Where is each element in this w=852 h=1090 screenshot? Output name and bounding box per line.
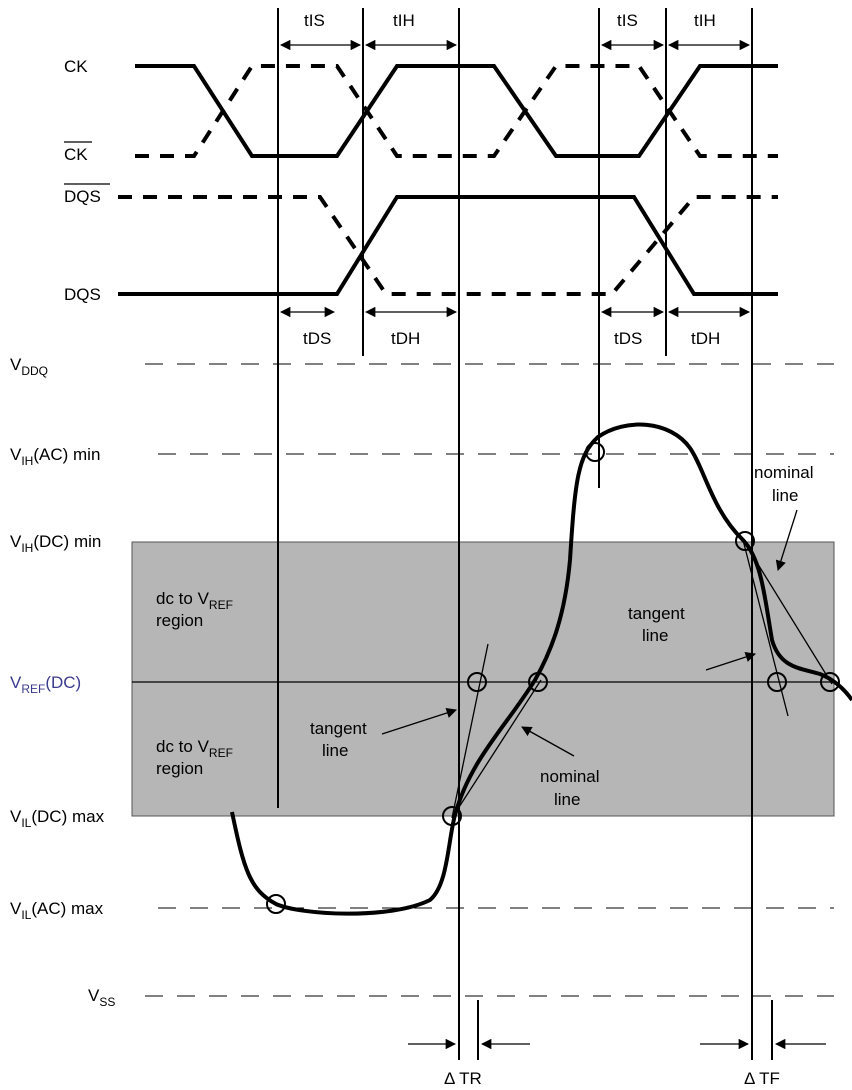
region-upper-label-line2: region: [156, 611, 203, 630]
tangent-label-right-2: line: [642, 626, 668, 645]
tangent-pointer-right: [705, 651, 756, 671]
delta-tr-label: Δ TR: [444, 1069, 482, 1088]
nominal-label-left-1: nominal: [540, 767, 600, 786]
tangent-line-left: [451, 643, 489, 819]
delta-tf-label: Δ TF: [744, 1069, 780, 1088]
nominal-pointer-left: [521, 726, 575, 757]
tds-label-2: tDS: [614, 329, 642, 348]
region-upper-label-line1: dc to VREF: [156, 589, 233, 612]
tis-label-2: tIS: [617, 11, 638, 30]
marker-vref-nominal-left: [528, 672, 548, 692]
vil-dc-label: VIL(DC) max: [10, 807, 105, 830]
nominal-label-right-2: line: [772, 486, 798, 505]
dqs-label: DQS: [64, 285, 101, 304]
tis-label-1: tIS: [304, 11, 325, 30]
nominal-pointer-right: [775, 509, 798, 571]
nominal-label-right-1: nominal: [754, 463, 814, 482]
tangent-label-left-1: tangent: [310, 719, 367, 738]
dqs-waveform: [118, 195, 778, 296]
marker-vref-tangent-right: [767, 672, 787, 692]
marker-vref-nominal-right: [820, 672, 840, 692]
tds-label-1: tDS: [303, 329, 331, 348]
tangent-line-right: [742, 539, 789, 717]
tangent-pointer-left: [381, 707, 457, 735]
tdh-label-2: tDH: [691, 329, 720, 348]
dc-region-upper: [131, 541, 835, 683]
marker-vih-dc: [735, 531, 755, 551]
marker-vil-dc: [442, 806, 462, 826]
marker-vih-ac: [585, 442, 605, 462]
ck-label: CK: [64, 57, 88, 76]
dqs-bar-label: DQS: [64, 187, 101, 206]
nominal-label-left-2: line: [554, 790, 580, 809]
nominal-line-right: [742, 539, 833, 685]
region-lower-label-line1: dc to VREF: [156, 737, 233, 760]
region-lower-label-line2: region: [156, 759, 203, 778]
tangent-label-right-1: tangent: [628, 604, 685, 623]
tangent-label-left-2: line: [322, 741, 348, 760]
ck-waveform: [135, 64, 778, 158]
vss-label: VSS: [88, 986, 115, 1009]
vref-dc-label: VREF(DC): [10, 673, 81, 696]
vih-ac-label: VIH(AC) min: [10, 445, 100, 468]
tih-label-1: tIH: [393, 11, 415, 30]
dc-region-lower: [131, 681, 835, 817]
tih-label-2: tIH: [694, 11, 716, 30]
input-signal-curve: [230, 422, 852, 916]
vil-ac-label: VIL(AC) max: [10, 899, 104, 922]
tdh-label-1: tDH: [391, 329, 420, 348]
ck-bar-waveform: [135, 64, 778, 158]
vddq-label: VDDQ: [10, 355, 48, 378]
marker-vref-tangent-left: [467, 672, 487, 692]
vih-dc-label: VIH(DC) min: [10, 532, 101, 555]
dqs-bar-waveform: [118, 195, 778, 296]
nominal-line-left: [451, 679, 542, 819]
marker-vil-ac: [266, 894, 286, 914]
ck-bar-label: CK: [64, 145, 88, 164]
